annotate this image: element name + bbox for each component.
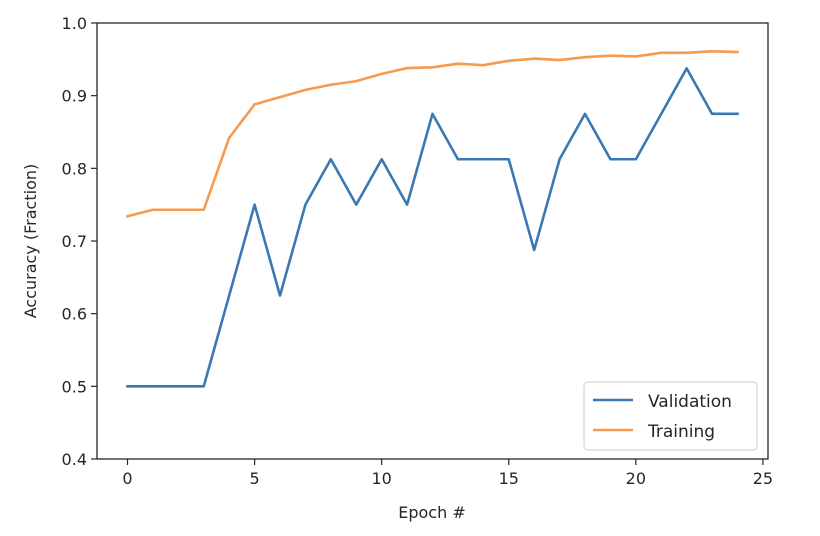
y-tick-label: 0.4 bbox=[62, 450, 87, 469]
x-axis: 0 5 10 15 20 25 bbox=[122, 459, 773, 488]
legend-label-validation: Validation bbox=[648, 392, 732, 412]
series-lines bbox=[125, 50, 739, 388]
y-tick-label: 0.7 bbox=[62, 232, 87, 251]
legend-label-training: Training bbox=[647, 422, 715, 442]
legend: Validation Training bbox=[583, 381, 758, 451]
x-axis-title: Epoch # bbox=[398, 503, 465, 522]
series-line-training bbox=[125, 50, 739, 218]
y-tick-label: 0.9 bbox=[62, 87, 87, 106]
x-tick-label: 10 bbox=[371, 469, 391, 488]
x-tick-label: 20 bbox=[626, 469, 646, 488]
x-tick-label: 5 bbox=[249, 469, 259, 488]
x-tick-label: 15 bbox=[499, 469, 519, 488]
y-tick-label: 1.0 bbox=[62, 14, 87, 33]
y-tick-label: 0.5 bbox=[62, 377, 87, 396]
series-line-validation bbox=[126, 67, 739, 388]
y-axis: 0.4 0.5 0.6 0.7 0.8 0.9 1.0 bbox=[62, 14, 97, 469]
y-axis-title: Accuracy (Fraction) bbox=[21, 164, 40, 318]
y-tick-label: 0.8 bbox=[62, 159, 87, 178]
y-tick-label: 0.6 bbox=[62, 305, 87, 324]
x-tick-label: 0 bbox=[122, 469, 132, 488]
x-tick-label: 25 bbox=[753, 469, 773, 488]
